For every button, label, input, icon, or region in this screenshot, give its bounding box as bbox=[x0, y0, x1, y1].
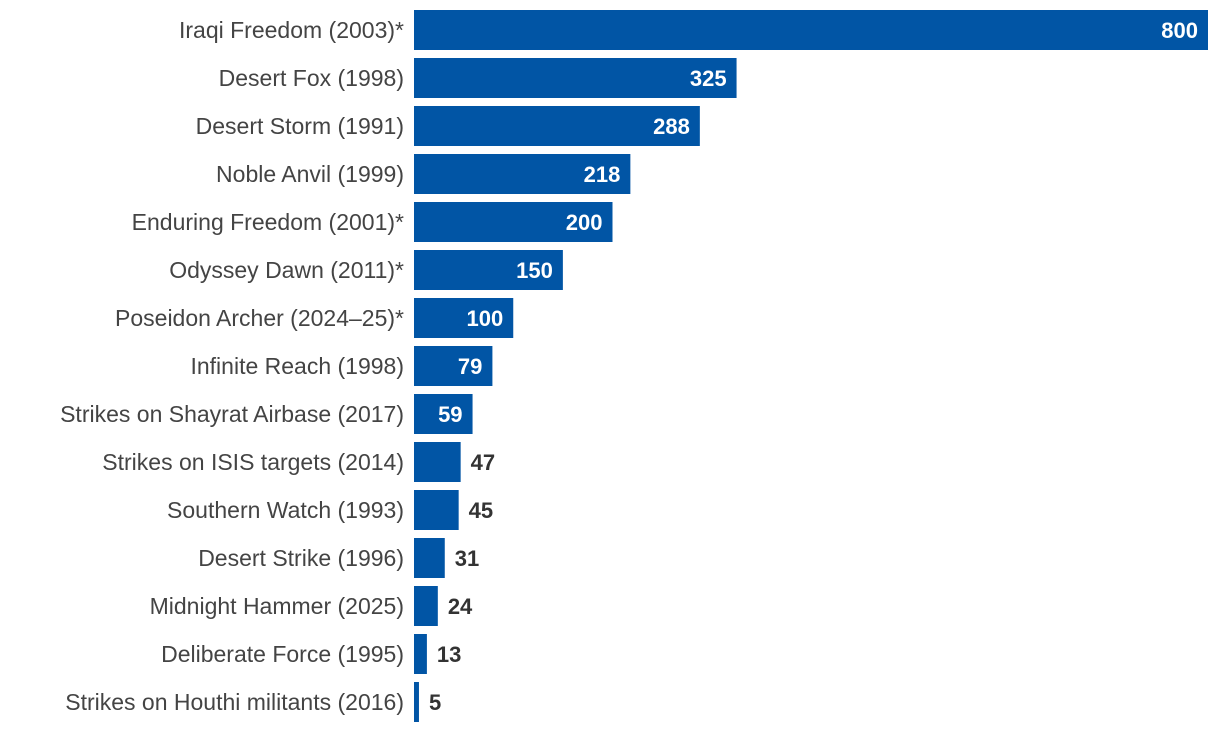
category-label: Southern Watch (1993) bbox=[167, 497, 404, 523]
category-label: Midnight Hammer (2025) bbox=[150, 593, 404, 619]
category-label: Noble Anvil (1999) bbox=[216, 161, 404, 187]
value-label: 800 bbox=[1161, 18, 1198, 43]
bar bbox=[414, 538, 445, 578]
category-label: Iraqi Freedom (2003)* bbox=[179, 17, 404, 43]
category-label: Desert Storm (1991) bbox=[196, 113, 404, 139]
category-label: Desert Fox (1998) bbox=[219, 65, 404, 91]
value-label: 79 bbox=[458, 354, 482, 379]
category-label: Desert Strike (1996) bbox=[198, 545, 404, 571]
value-label: 47 bbox=[471, 450, 495, 475]
bar bbox=[414, 250, 563, 290]
value-label: 100 bbox=[467, 306, 504, 331]
value-label: 5 bbox=[429, 690, 441, 715]
value-label: 13 bbox=[437, 642, 461, 667]
category-labels-layer: Iraqi Freedom (2003)* Desert Fox (1998) De… bbox=[60, 17, 404, 715]
value-label: 218 bbox=[584, 162, 621, 187]
bar bbox=[414, 634, 427, 674]
bar bbox=[414, 298, 514, 338]
bar bbox=[414, 58, 737, 98]
value-label: 325 bbox=[690, 66, 727, 91]
value-label: 31 bbox=[455, 546, 479, 571]
category-label: Infinite Reach (1998) bbox=[190, 353, 404, 379]
category-label: Enduring Freedom (2001)* bbox=[132, 209, 404, 235]
value-label: 24 bbox=[448, 594, 473, 619]
bar bbox=[414, 10, 1208, 50]
category-label: Strikes on ISIS targets (2014) bbox=[102, 449, 404, 475]
bar bbox=[414, 154, 631, 194]
value-label: 45 bbox=[469, 498, 493, 523]
bar bbox=[414, 346, 493, 386]
bar bbox=[414, 586, 438, 626]
category-label: Strikes on Houthi militants (2016) bbox=[65, 689, 404, 715]
bars-layer bbox=[414, 10, 1208, 722]
category-label: Poseidon Archer (2024–25)* bbox=[115, 305, 404, 331]
category-label: Odyssey Dawn (2011)* bbox=[169, 257, 404, 283]
value-label: 59 bbox=[438, 402, 462, 427]
bar bbox=[414, 490, 459, 530]
bar bbox=[414, 394, 473, 434]
value-label: 200 bbox=[566, 210, 603, 235]
category-label: Deliberate Force (1995) bbox=[161, 641, 404, 667]
bar bbox=[414, 442, 461, 482]
bar bbox=[414, 202, 613, 242]
bar bbox=[414, 106, 700, 146]
value-label: 150 bbox=[516, 258, 553, 283]
category-label: Strikes on Shayrat Airbase (2017) bbox=[60, 401, 404, 427]
value-label: 288 bbox=[653, 114, 690, 139]
bar bbox=[414, 682, 419, 722]
